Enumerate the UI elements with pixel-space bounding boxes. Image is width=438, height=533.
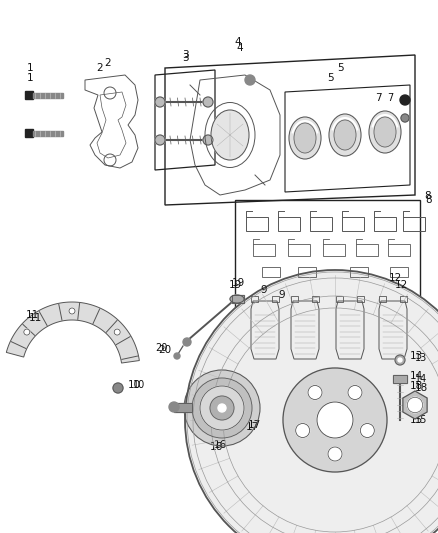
- Bar: [25, 91, 33, 99]
- Text: 12: 12: [395, 280, 408, 290]
- Ellipse shape: [211, 110, 249, 160]
- Text: 5: 5: [337, 63, 343, 73]
- Circle shape: [308, 385, 322, 400]
- Text: 6: 6: [387, 113, 393, 123]
- Circle shape: [69, 308, 75, 314]
- Text: 20: 20: [159, 345, 172, 355]
- Circle shape: [210, 396, 234, 420]
- Text: 15: 15: [410, 415, 423, 425]
- Text: 1: 1: [27, 73, 33, 83]
- Circle shape: [245, 75, 255, 85]
- Text: 5: 5: [327, 73, 333, 83]
- Text: 11: 11: [25, 310, 39, 320]
- Bar: [291, 296, 298, 302]
- Circle shape: [24, 329, 30, 335]
- Ellipse shape: [334, 120, 356, 150]
- Circle shape: [407, 397, 423, 413]
- Bar: [33, 131, 63, 135]
- Text: 13: 13: [410, 351, 423, 361]
- Text: 4: 4: [237, 43, 244, 53]
- Text: 3: 3: [182, 53, 188, 63]
- Text: 20: 20: [155, 343, 168, 353]
- Bar: [251, 296, 258, 302]
- Text: 10: 10: [133, 380, 145, 390]
- Text: 14: 14: [410, 371, 423, 381]
- Text: 15: 15: [415, 415, 427, 425]
- Bar: [312, 296, 319, 302]
- Text: 4: 4: [235, 37, 241, 47]
- Text: 7: 7: [374, 93, 381, 103]
- Bar: [232, 295, 244, 303]
- Bar: [272, 296, 279, 302]
- Polygon shape: [403, 391, 427, 419]
- Circle shape: [155, 97, 165, 107]
- Circle shape: [184, 370, 260, 446]
- Bar: [393, 375, 407, 383]
- Text: 16: 16: [209, 442, 223, 452]
- Text: 19: 19: [231, 278, 245, 288]
- Ellipse shape: [374, 117, 396, 147]
- Text: 19: 19: [228, 280, 242, 290]
- Text: 9: 9: [279, 290, 285, 300]
- Text: 18: 18: [415, 383, 428, 393]
- Circle shape: [296, 424, 310, 438]
- Circle shape: [185, 270, 438, 533]
- Text: 17: 17: [247, 420, 261, 430]
- Ellipse shape: [289, 117, 321, 159]
- Text: 10: 10: [127, 380, 141, 390]
- Circle shape: [155, 135, 165, 145]
- Circle shape: [218, 404, 226, 412]
- Bar: [357, 296, 364, 302]
- Circle shape: [183, 338, 191, 346]
- Text: 7: 7: [387, 93, 393, 103]
- Ellipse shape: [230, 295, 244, 303]
- Text: 17: 17: [245, 422, 258, 432]
- Bar: [174, 403, 192, 412]
- Circle shape: [317, 402, 353, 438]
- Text: 11: 11: [28, 313, 42, 323]
- Text: 18: 18: [410, 381, 423, 391]
- Text: 16: 16: [213, 440, 226, 450]
- Bar: [379, 296, 386, 302]
- Circle shape: [283, 368, 387, 472]
- Text: 14: 14: [415, 374, 427, 384]
- Bar: [33, 93, 63, 98]
- Text: 9: 9: [261, 285, 267, 295]
- Circle shape: [203, 135, 213, 145]
- Bar: [336, 296, 343, 302]
- Circle shape: [360, 424, 374, 438]
- Bar: [232, 295, 244, 303]
- Text: 2: 2: [97, 63, 103, 73]
- Polygon shape: [97, 92, 126, 158]
- Bar: [25, 129, 33, 137]
- Circle shape: [113, 383, 123, 393]
- Text: 8: 8: [425, 191, 431, 201]
- Circle shape: [348, 385, 362, 400]
- Circle shape: [174, 353, 180, 359]
- Circle shape: [398, 358, 402, 362]
- Bar: [174, 403, 192, 412]
- Circle shape: [203, 97, 213, 107]
- Text: 3: 3: [182, 50, 188, 60]
- Text: 12: 12: [389, 273, 402, 283]
- Text: 8: 8: [425, 195, 431, 205]
- Text: 1: 1: [27, 63, 33, 73]
- Circle shape: [400, 95, 410, 105]
- Circle shape: [395, 355, 405, 365]
- Circle shape: [192, 378, 252, 438]
- Text: 2: 2: [105, 58, 111, 68]
- Ellipse shape: [294, 123, 316, 153]
- Bar: [393, 375, 407, 383]
- Ellipse shape: [329, 114, 361, 156]
- Text: 6: 6: [374, 115, 381, 125]
- Text: 13: 13: [415, 353, 427, 363]
- Circle shape: [114, 329, 120, 335]
- Circle shape: [401, 114, 409, 122]
- Circle shape: [328, 447, 342, 461]
- Circle shape: [200, 386, 244, 430]
- Polygon shape: [6, 302, 139, 363]
- Ellipse shape: [369, 111, 401, 153]
- Bar: [400, 296, 407, 302]
- Circle shape: [169, 402, 179, 412]
